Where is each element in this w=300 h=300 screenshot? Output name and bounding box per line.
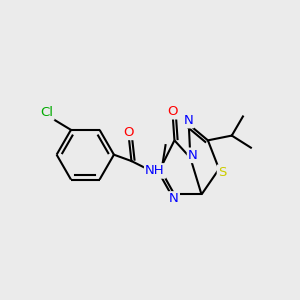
Text: N: N: [188, 149, 198, 162]
Text: O: O: [168, 105, 178, 118]
Text: NH: NH: [145, 164, 165, 177]
Text: N: N: [169, 193, 179, 206]
Text: N: N: [183, 114, 193, 127]
Text: S: S: [218, 166, 226, 179]
Text: Cl: Cl: [40, 106, 53, 119]
Text: O: O: [124, 126, 134, 139]
